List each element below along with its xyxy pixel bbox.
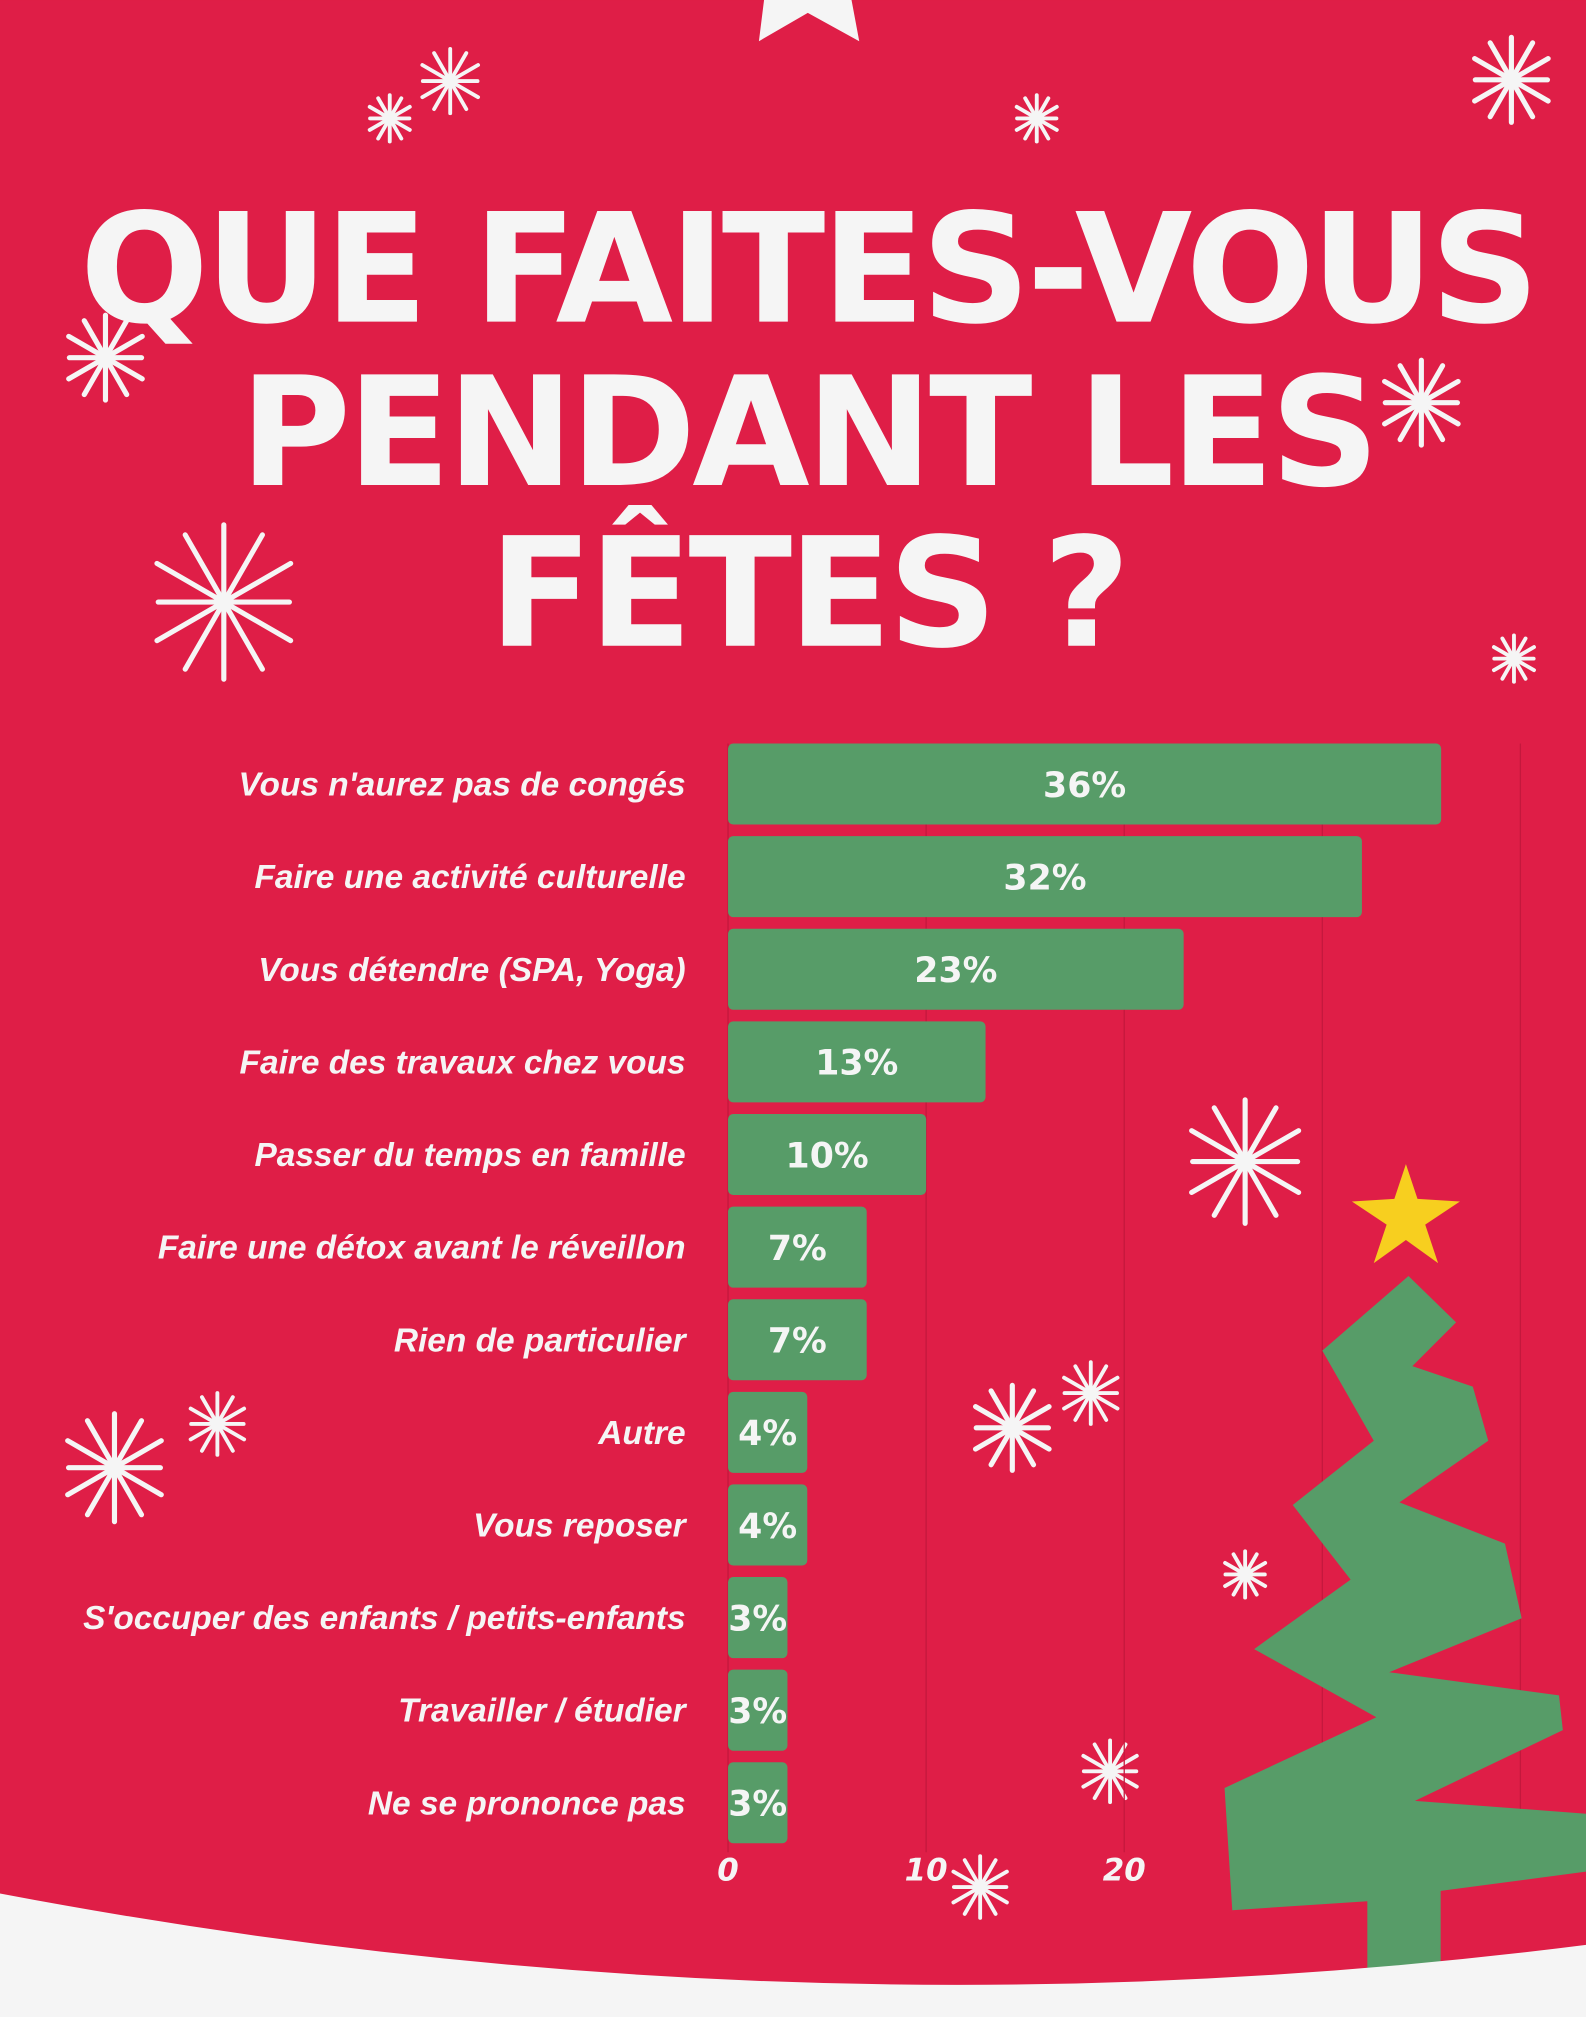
- category-label: Travailler / étudier: [398, 1693, 687, 1730]
- category-label: Faire une activité culturelle: [254, 859, 685, 896]
- category-label: Vous n'aurez pas de congés: [238, 767, 685, 804]
- title: QUE FAITES-VOUS PENDANT LES FÊTES ?: [80, 181, 1540, 682]
- value-label: 7%: [768, 1322, 827, 1362]
- value-label: 4%: [738, 1414, 797, 1454]
- value-label: 36%: [1043, 766, 1126, 806]
- snowflake-icon: [1062, 1360, 1120, 1426]
- category-label: Rien de particulier: [394, 1322, 688, 1359]
- tree-star-icon: [1351, 1164, 1460, 1264]
- bar: [728, 1391, 808, 1473]
- bar: [728, 836, 1362, 918]
- snowflake-icon: [1382, 357, 1461, 448]
- title-line-1: QUE FAITES-VOUS: [80, 181, 1536, 358]
- snow-ground: [0, 1893, 1586, 2017]
- x-axis-ticks: 0 10 20: [717, 1853, 1145, 1889]
- snowflake-icon: [1223, 1549, 1268, 1600]
- bar: [728, 1762, 788, 1844]
- value-label: 7%: [768, 1229, 827, 1269]
- category-label: Faire une détox avant le réveillon: [158, 1230, 686, 1267]
- christmas-tree-icon: [1224, 1164, 1586, 1969]
- bar-chart: Vous n'aurez pas de congés 36% Faire une a…: [83, 743, 1442, 1844]
- category-label: Autre: [597, 1415, 685, 1452]
- top-star-icon: [758, 0, 860, 42]
- snowflake-icon: [66, 312, 145, 403]
- snowflake-icon: [1014, 93, 1059, 144]
- bar: [728, 1484, 808, 1566]
- category-label: Faire des travaux chez vous: [240, 1044, 686, 1081]
- category-label: Passer du temps en famille: [254, 1137, 685, 1174]
- category-label: S'occuper des enfants / petits-enfants: [83, 1600, 686, 1637]
- bar: [728, 1206, 867, 1288]
- title-line-2: PENDANT LES: [240, 344, 1376, 521]
- snowflake-icon: [951, 1854, 1009, 1920]
- category-label: Vous reposer: [473, 1508, 687, 1545]
- value-label: 3%: [728, 1785, 787, 1825]
- bar: [728, 743, 1442, 825]
- snowflake-icon: [420, 46, 480, 116]
- bar: [728, 1299, 867, 1381]
- value-label: 23%: [914, 951, 997, 991]
- snowflake-icon: [1081, 1738, 1139, 1805]
- snowflake-icon: [972, 1382, 1052, 1473]
- snowflake-icon: [65, 1411, 164, 1525]
- value-label: 4%: [738, 1507, 797, 1547]
- snowflake-icon: [1189, 1097, 1302, 1226]
- value-label: 3%: [728, 1692, 787, 1732]
- category-label: Ne se prononce pas: [368, 1785, 686, 1822]
- snowflake-icon: [1491, 633, 1536, 684]
- bar: [728, 1113, 927, 1196]
- bar: [728, 1021, 986, 1103]
- x-tick-label: 0: [717, 1853, 738, 1889]
- category-label: Vous détendre (SPA, Yoga): [258, 952, 685, 989]
- snowflake-icon: [154, 522, 294, 682]
- snowflake-icon: [1472, 34, 1551, 125]
- value-label: 10%: [786, 1136, 869, 1176]
- x-tick-label: 10: [905, 1853, 948, 1889]
- snowflake-icon: [188, 1391, 247, 1457]
- value-label: 32%: [1003, 859, 1086, 899]
- value-label: 3%: [728, 1599, 787, 1639]
- title-line-3: FÊTES ?: [489, 505, 1127, 682]
- snowflakes: [65, 34, 1551, 1920]
- bar: [728, 1577, 788, 1659]
- bar: [728, 1669, 788, 1751]
- x-tick-label: 20: [1103, 1853, 1146, 1889]
- snowflake-icon: [367, 93, 412, 144]
- bar: [728, 928, 1184, 1010]
- value-label: 13%: [815, 1044, 898, 1084]
